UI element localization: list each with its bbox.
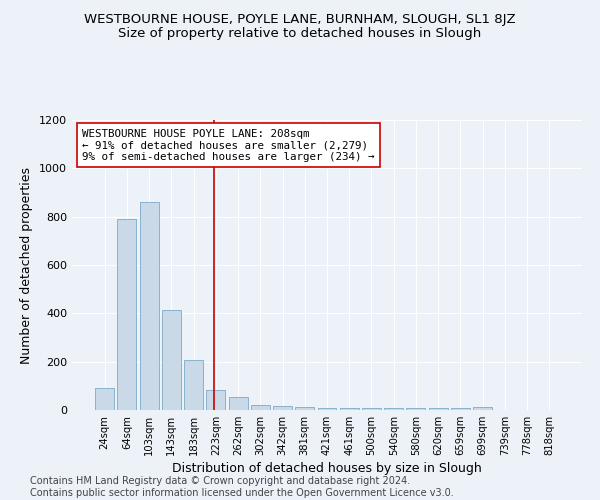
X-axis label: Distribution of detached houses by size in Slough: Distribution of detached houses by size … bbox=[172, 462, 482, 475]
Bar bbox=[473, 407, 492, 410]
Text: WESTBOURNE HOUSE POYLE LANE: 208sqm
← 91% of detached houses are smaller (2,279): WESTBOURNE HOUSE POYLE LANE: 208sqm ← 91… bbox=[82, 128, 374, 162]
Bar bbox=[162, 310, 181, 410]
Bar bbox=[295, 407, 314, 410]
Bar bbox=[206, 390, 225, 410]
Y-axis label: Number of detached properties: Number of detached properties bbox=[20, 166, 34, 364]
Text: Size of property relative to detached houses in Slough: Size of property relative to detached ho… bbox=[118, 28, 482, 40]
Bar bbox=[118, 219, 136, 410]
Bar bbox=[362, 408, 381, 410]
Text: Contains HM Land Registry data © Crown copyright and database right 2024.
Contai: Contains HM Land Registry data © Crown c… bbox=[30, 476, 454, 498]
Bar bbox=[340, 408, 359, 410]
Bar bbox=[184, 360, 203, 410]
Bar bbox=[95, 388, 114, 410]
Bar bbox=[406, 408, 425, 410]
Bar bbox=[229, 397, 248, 410]
Text: WESTBOURNE HOUSE, POYLE LANE, BURNHAM, SLOUGH, SL1 8JZ: WESTBOURNE HOUSE, POYLE LANE, BURNHAM, S… bbox=[84, 12, 516, 26]
Bar bbox=[429, 408, 448, 410]
Bar bbox=[384, 408, 403, 410]
Bar bbox=[273, 406, 292, 410]
Bar bbox=[140, 202, 158, 410]
Bar bbox=[251, 405, 270, 410]
Bar bbox=[451, 408, 470, 410]
Bar bbox=[317, 408, 337, 410]
